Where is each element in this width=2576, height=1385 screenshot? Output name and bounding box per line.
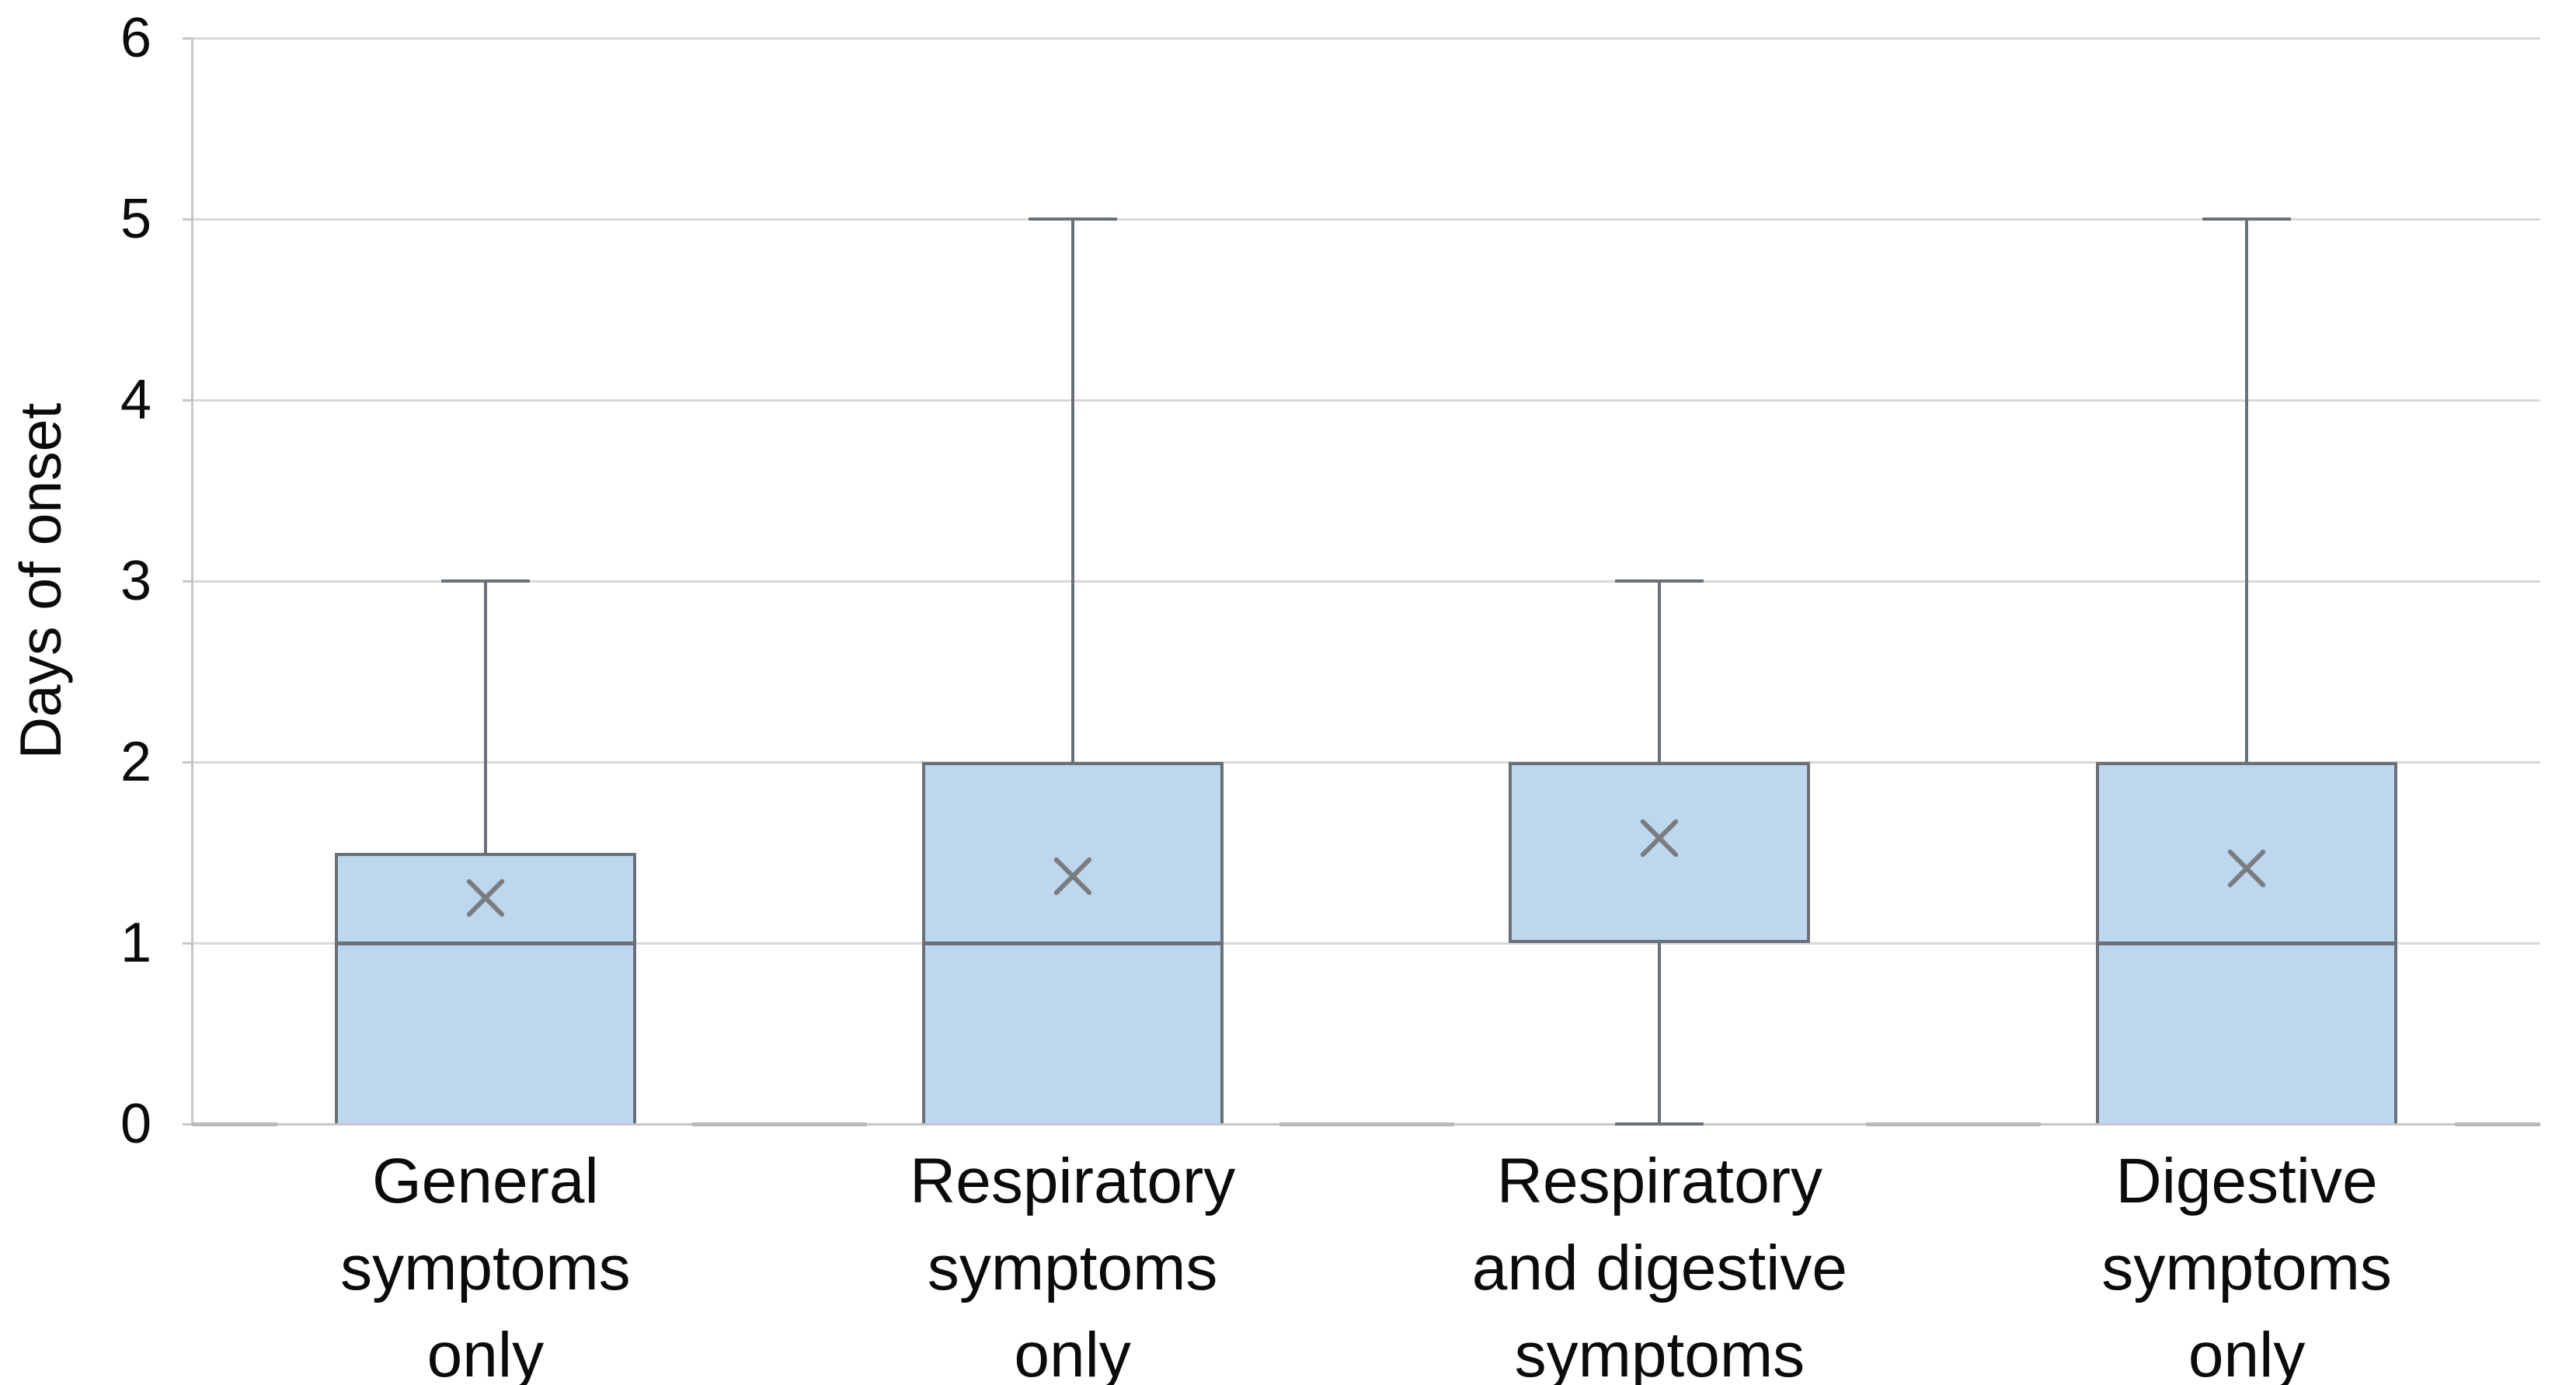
mean-x-marker: [1047, 851, 1098, 902]
y-axis-tick: [183, 217, 192, 221]
category-label-line: symptoms: [340, 1233, 631, 1303]
y-tick-label: 3: [120, 550, 151, 612]
y-axis-tick: [183, 398, 192, 402]
category-label-line: only: [1014, 1320, 1131, 1385]
y-axis-tick: [183, 1122, 192, 1126]
upper-whisker-cap: [1615, 579, 1704, 583]
y-axis-tick: [183, 579, 192, 583]
y-tick-label: 0: [120, 1093, 151, 1155]
upper-whisker: [483, 581, 487, 853]
category-label-line: symptoms: [1514, 1320, 1805, 1385]
y-tick-label: 1: [120, 912, 151, 974]
y-axis-tick: [183, 37, 192, 40]
mean-x-marker: [460, 872, 511, 924]
category-label: General symptoms only: [192, 1138, 779, 1385]
lower-whisker-cap: [1615, 1122, 1704, 1126]
upper-whisker: [1658, 581, 1662, 762]
x-axis-boundary-tick: [1279, 1122, 1454, 1126]
gridline: [192, 37, 2540, 40]
x-axis-boundary-tick: [2455, 1122, 2540, 1126]
upper-whisker-cap: [2202, 217, 2292, 221]
median-line: [2096, 941, 2398, 945]
upper-whisker-cap: [1028, 217, 1117, 221]
upper-whisker: [1070, 219, 1074, 762]
gridline: [192, 579, 2540, 583]
y-tick-label: 6: [120, 7, 151, 69]
category-label: Digestive symptoms only: [1953, 1138, 2540, 1385]
x-axis-boundary-tick: [192, 1122, 277, 1126]
mean-x-marker: [1634, 813, 1685, 864]
y-axis-tick: [183, 941, 192, 945]
y-axis-line: [190, 38, 193, 1124]
gridline: [192, 941, 2540, 945]
median-line: [334, 941, 636, 945]
y-tick-label: 2: [120, 731, 151, 793]
upper-whisker: [2245, 219, 2249, 762]
category-label: Respiratory and digestive symptoms: [1366, 1138, 1954, 1385]
category-label-line: symptoms: [2101, 1233, 2392, 1303]
category-label-line: Respiratory: [1496, 1146, 1822, 1216]
y-tick-label: 5: [120, 188, 151, 250]
category-label-line: symptoms: [927, 1233, 1218, 1303]
category-label-line: and digestive: [1471, 1233, 1847, 1303]
category-label-line: Digestive: [2115, 1146, 2378, 1216]
category-label-line: General: [372, 1146, 599, 1216]
lower-whisker: [1658, 943, 1662, 1124]
category-label-line: only: [426, 1320, 545, 1385]
mean-x-marker: [2221, 843, 2272, 894]
median-line: [921, 941, 1224, 945]
category-label-line: Respiratory: [910, 1146, 1236, 1216]
gridline: [192, 760, 2540, 764]
gridline: [192, 217, 2540, 221]
x-axis-boundary-tick: [1866, 1122, 2042, 1126]
y-tick-label: 4: [120, 369, 151, 431]
y-axis-tick: [183, 760, 192, 764]
x-axis-boundary-tick: [691, 1122, 867, 1126]
gridline: [192, 398, 2540, 402]
box: [1509, 762, 1811, 943]
upper-whisker-cap: [440, 579, 530, 583]
category-label: Respiratory symptoms only: [779, 1138, 1366, 1385]
category-label-line: only: [2188, 1320, 2306, 1385]
